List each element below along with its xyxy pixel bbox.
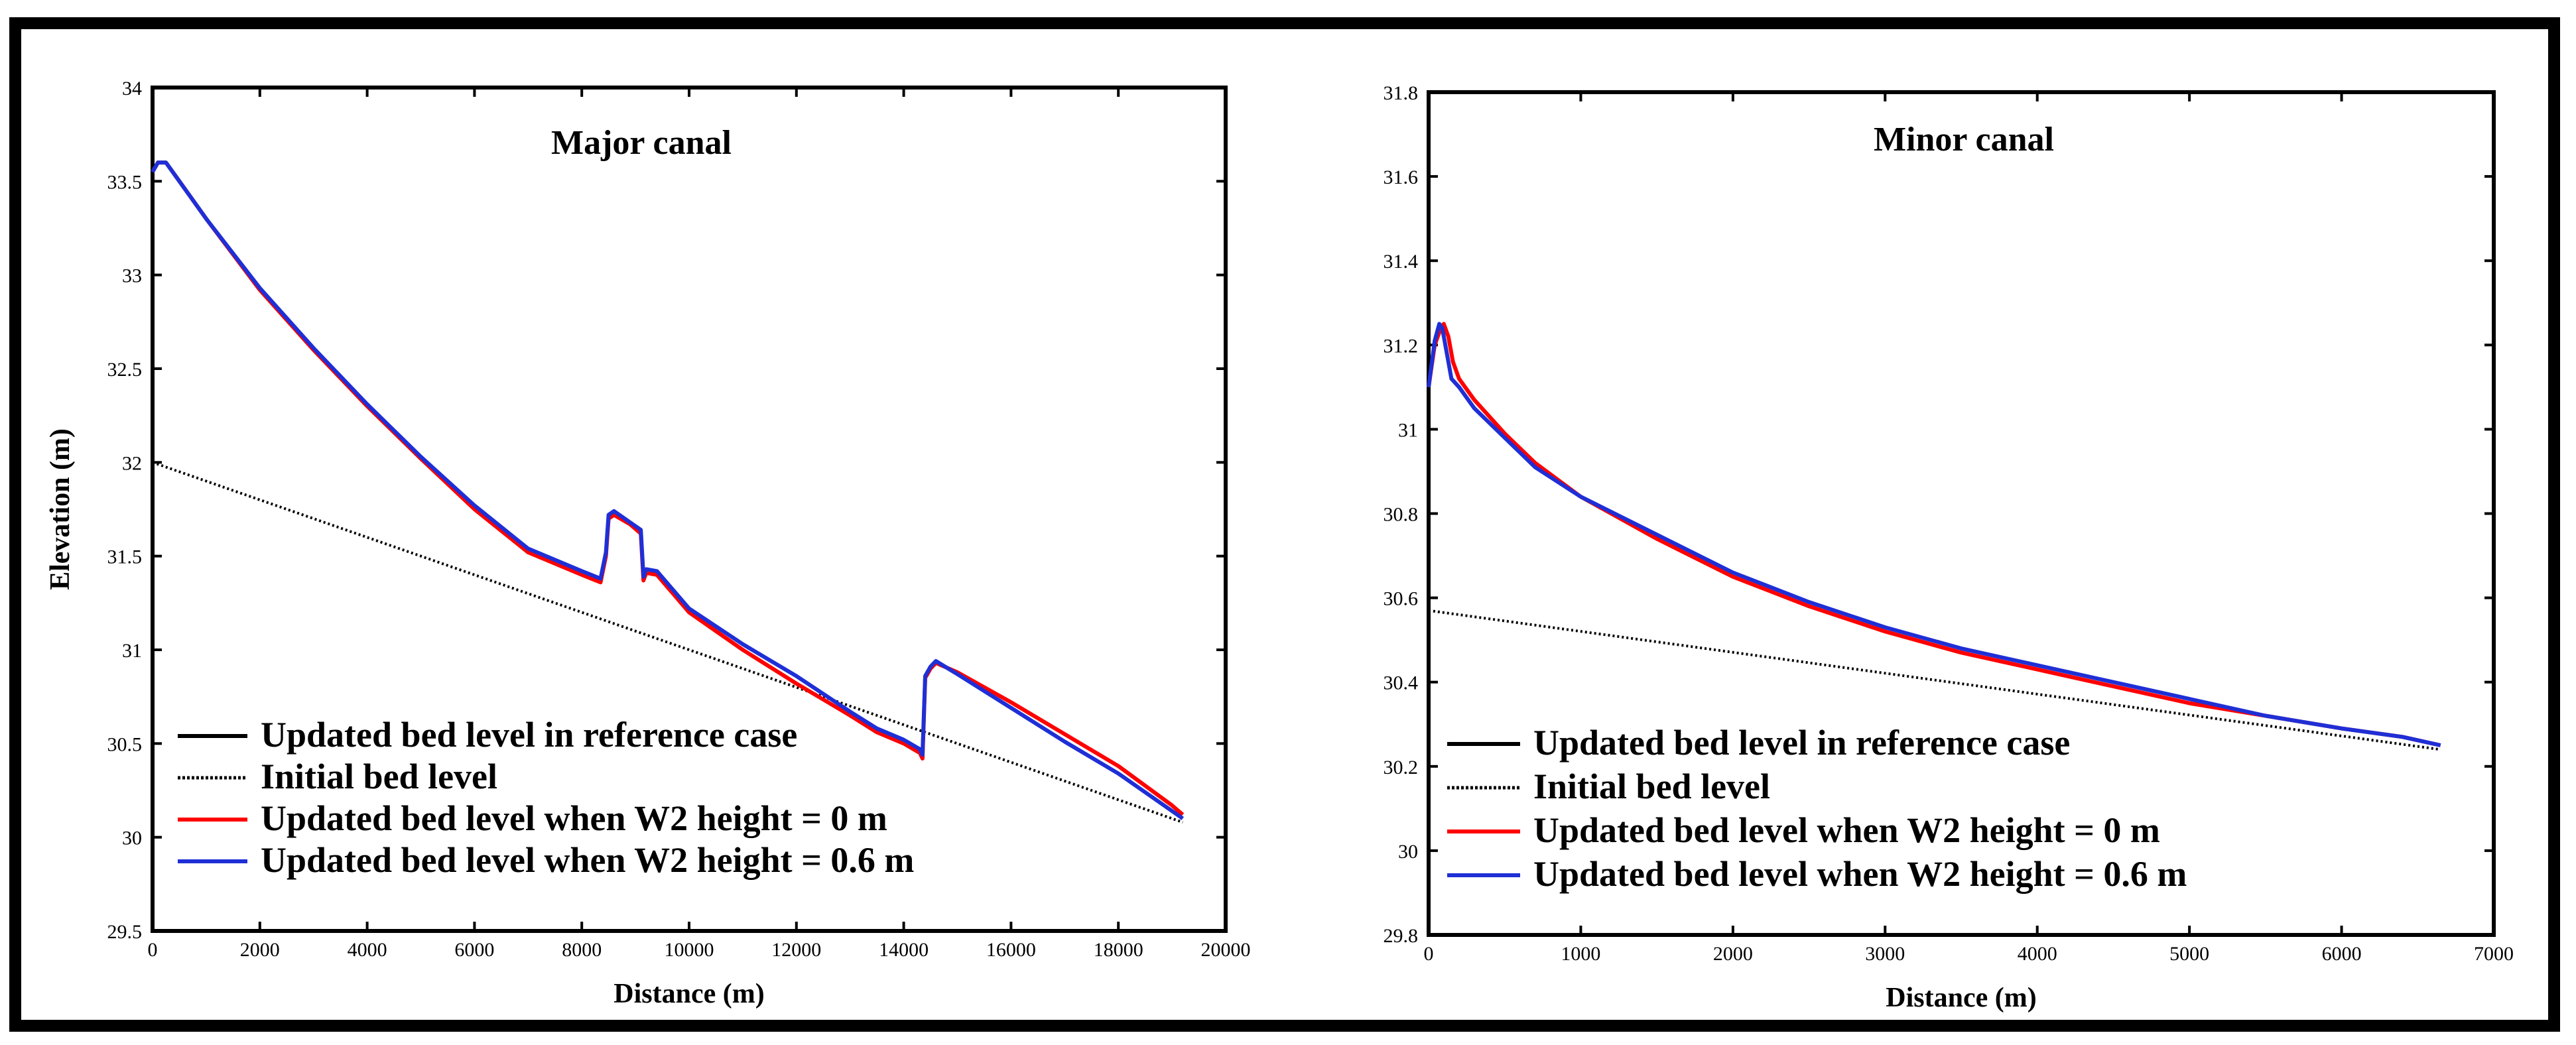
y-tick-label: 30.5	[107, 733, 143, 755]
chart-panel-1: 0 2000 4000 6000 8000 10000 12000 14000 16000 180…	[45, 78, 1251, 1009]
series-line-2	[1428, 609, 2441, 751]
x-tick-label: 18000	[1094, 939, 1143, 961]
y-tick-label: 30.8	[1384, 504, 1419, 526]
x-tick-label: 3000	[1865, 943, 1905, 965]
x-tick-label: 16000	[986, 939, 1036, 961]
plot-area	[1427, 90, 2496, 937]
y-tick-label: 32.5	[107, 359, 143, 381]
x-axis-label: Distance (m)	[613, 979, 764, 1009]
y-axis-label: Elevation (m)	[45, 428, 76, 590]
y-tick-label: 31.5	[107, 546, 143, 568]
y-tick-label: 31	[122, 640, 142, 662]
legend-entry-label: Initial bed level	[261, 757, 497, 796]
y-tick-label: 31.6	[1384, 166, 1419, 188]
y-tick-label: 31.4	[1384, 251, 1419, 273]
x-tick-label: 12000	[771, 939, 821, 961]
x-tick-label: 2000	[1713, 943, 1753, 965]
legend: Updated bed level in reference caseIniti…	[178, 715, 914, 880]
x-axis-label: Distance (m)	[1886, 983, 2036, 1013]
x-tick-label: 20000	[1201, 939, 1251, 961]
legend-entry-label: Updated bed level when W2 height = 0 m	[1533, 810, 2160, 850]
series-line-4	[151, 160, 1185, 820]
x-tick-label: 7000	[2474, 943, 2514, 965]
y-tick-label: 29.5	[107, 921, 143, 943]
x-tick-label: 4000	[348, 939, 387, 961]
x-tick-label: 6000	[454, 939, 494, 961]
legend-entry-label: Initial bed level	[1533, 767, 1770, 806]
y-tick-label: 30.4	[1384, 672, 1419, 694]
y-tick-label: 31.2	[1384, 335, 1419, 357]
y-tick-label: 30.6	[1384, 588, 1419, 610]
chart-title: Major canal	[551, 124, 732, 162]
y-tick-label: 32	[122, 452, 142, 474]
figure-frame: 0 2000 4000 6000 8000 10000 12000 14000 16000 180…	[9, 17, 2560, 1032]
x-tick-label: 0	[148, 939, 158, 961]
x-tick-label: 8000	[562, 939, 602, 961]
x-tick-label: 2000	[240, 939, 280, 961]
legend-entry-label: Updated bed level when W2 height = 0.6 m	[1533, 854, 2187, 894]
x-tick-label: 1000	[1561, 943, 1600, 965]
y-tick-label: 30.2	[1384, 757, 1419, 778]
x-tick-label: 6000	[2322, 943, 2362, 965]
x-tick-label: 4000	[2018, 943, 2057, 965]
legend-entry-label: Updated bed level in reference case	[261, 715, 797, 755]
series-line-4	[1427, 322, 2441, 747]
series-line-2	[152, 461, 1183, 824]
legend-entry-label: Updated bed level when W2 height = 0.6 m	[261, 840, 914, 880]
legend-entry-label: Updated bed level when W2 height = 0 m	[261, 798, 887, 838]
chart-title: Minor canal	[1874, 121, 2054, 158]
x-tick-label: 0	[1424, 943, 1434, 965]
y-tick-label: 33	[122, 265, 142, 287]
plot-area	[151, 86, 1228, 933]
series-line-3	[1427, 322, 2441, 747]
y-tick-label: 30	[122, 828, 142, 849]
y-tick-label: 29.8	[1384, 925, 1419, 947]
figure-canvas: 0 2000 4000 6000 8000 10000 12000 14000 16000 180…	[45, 78, 2514, 1013]
y-tick-label: 34	[122, 78, 142, 99]
y-tick-label: 31	[1398, 419, 1418, 441]
y-tick-label: 30	[1398, 841, 1418, 863]
y-tick-label: 33.5	[107, 171, 143, 193]
y-tick-label: 31.8	[1384, 82, 1419, 104]
chart-panel-2: 0 1000 2000 3000 4000 5000 6000 7000 29.8 30 30.2 3…	[1384, 82, 2514, 1013]
x-tick-label: 10000	[665, 939, 714, 961]
x-tick-label: 5000	[2169, 943, 2209, 965]
x-tick-label: 14000	[879, 939, 929, 961]
legend-entry-label: Updated bed level in reference case	[1533, 723, 2070, 763]
legend: Updated bed level in reference case Initi…	[1447, 723, 2187, 894]
